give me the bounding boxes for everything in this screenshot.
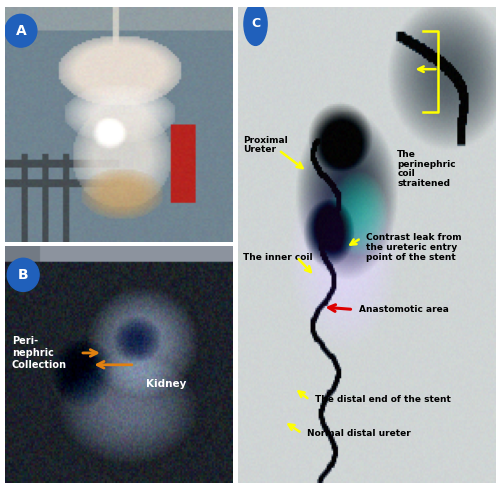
Text: The
perinephric
coil
straitened: The perinephric coil straitened (397, 150, 456, 188)
Text: Kidney: Kidney (146, 379, 186, 389)
Circle shape (5, 14, 37, 47)
Text: Normal distal ureter: Normal distal ureter (307, 428, 411, 438)
Text: Proximal
Ureter: Proximal Ureter (242, 136, 288, 155)
Circle shape (244, 2, 267, 45)
Text: The distal end of the stent: The distal end of the stent (315, 395, 450, 405)
Text: C: C (251, 18, 260, 30)
Text: Contrast leak from
the ureteric entry
point of the stent: Contrast leak from the ureteric entry po… (366, 233, 462, 262)
Text: Peri-
nephric
Collection: Peri- nephric Collection (12, 336, 67, 369)
Text: B: B (18, 268, 28, 282)
Text: The inner coil: The inner coil (242, 253, 312, 262)
Text: Anastomotic area: Anastomotic area (358, 305, 448, 314)
Text: A: A (16, 24, 26, 38)
Circle shape (8, 258, 39, 291)
